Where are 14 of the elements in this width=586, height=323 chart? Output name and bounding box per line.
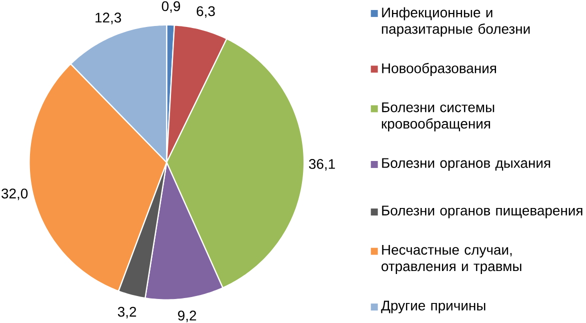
legend-label: Болезни органов пищеварения [382,206,582,218]
legend-label: Болезни системы кровообращения [382,102,494,132]
legend-label: Другие причины [381,300,486,314]
data-label: 12,3 [96,12,122,24]
data-label: 0,9 [162,1,180,13]
legend-label: Новообразования [382,62,496,76]
legend-label: Инфекционные и паразитарные болезни [382,7,530,37]
data-label: 9,2 [178,310,196,322]
data-label: 32,0 [2,188,28,200]
legend-label: Несчастные случаи, отравления и травмы [382,244,522,274]
data-label: 3,2 [118,306,136,318]
data-label: 36,1 [308,158,335,170]
data-label: 6,3 [196,6,215,18]
legend-label: Болезни органов дыхания [382,158,550,171]
